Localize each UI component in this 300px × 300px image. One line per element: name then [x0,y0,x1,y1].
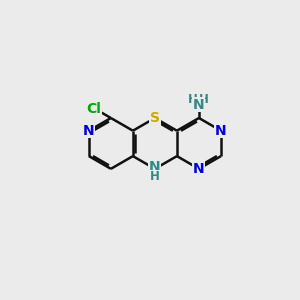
Text: N: N [192,98,204,112]
Text: S: S [150,111,160,125]
Text: H: H [188,93,197,106]
Text: N: N [193,162,205,176]
Text: Cl: Cl [86,102,101,116]
Text: N: N [215,124,227,138]
Text: N: N [149,160,161,174]
Text: H: H [199,93,209,106]
Text: H: H [150,170,160,183]
Text: N: N [83,124,95,138]
